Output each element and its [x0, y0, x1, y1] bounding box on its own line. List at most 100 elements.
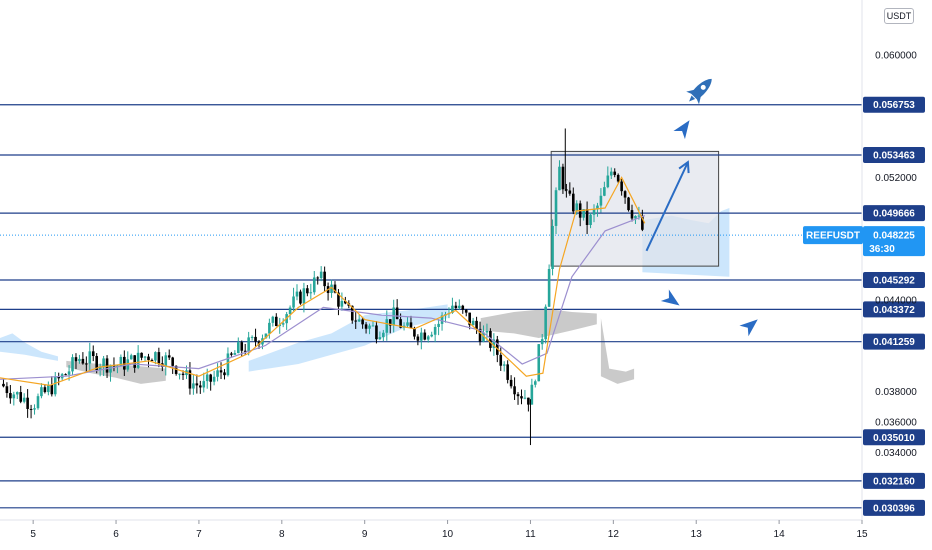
candle-body-49	[171, 357, 174, 366]
cloud-blue-1	[248, 304, 448, 372]
candle-body-122	[423, 332, 427, 340]
level-tag-4	[863, 301, 925, 318]
candle-body-149	[516, 394, 520, 397]
x-tick-label-10: 15	[856, 529, 868, 540]
candle-body-3	[12, 394, 16, 399]
candle-body-76	[264, 333, 268, 339]
currency-badge[interactable]: USDT	[884, 8, 914, 24]
price-axis[interactable]: 0.056753 0.053463 0.049666 0.045292 0.043372…	[803, 0, 925, 520]
moving-average-layer	[0, 176, 646, 387]
candle-body-181	[627, 197, 630, 211]
rocket-window	[700, 84, 706, 90]
candle-body-26	[91, 351, 95, 357]
y-tick-label-0: 0.060000	[875, 51, 917, 62]
candle-body-123	[426, 336, 430, 340]
candle-body-169	[585, 209, 589, 225]
candle-body-14	[50, 384, 54, 395]
candle-body-19	[67, 371, 71, 375]
countdown-text: 36:30	[869, 244, 895, 255]
candle-body-103	[357, 319, 361, 322]
candle-body-113	[392, 307, 396, 326]
candle-body-158	[547, 269, 551, 307]
candle-body-60	[209, 374, 212, 382]
candle-body-39	[136, 352, 140, 368]
candle-body-177	[613, 171, 617, 175]
candle-body-23	[81, 358, 85, 364]
candle-body-57	[199, 385, 202, 388]
candle-body-147	[509, 379, 513, 387]
candle-body-89	[309, 292, 313, 294]
candlestick-layer	[2, 128, 644, 446]
candle-body-151	[523, 397, 527, 399]
candle-body-133	[461, 305, 465, 310]
time-axis[interactable]: 5 6 7 8 9 10 11 12 13 14 15	[0, 519, 868, 540]
candle-body-164	[568, 190, 572, 194]
candle-body-120	[416, 336, 420, 341]
x-tick-label-4: 9	[362, 529, 368, 540]
candle-body-67	[233, 353, 237, 355]
candle-body-5	[19, 392, 23, 402]
candle-body-52	[181, 373, 185, 376]
candle-body-152	[527, 397, 530, 405]
candle-body-96	[333, 284, 337, 293]
x-tick-label-2: 7	[196, 529, 202, 540]
level-tag-3	[863, 272, 925, 289]
candle-body-130	[451, 305, 454, 313]
current-price-tag	[863, 226, 925, 257]
candle-body-29	[102, 358, 105, 368]
x-tick-label-8: 13	[691, 529, 703, 540]
symbol-tag-text: REEFUSDT	[806, 231, 860, 242]
candle-body-118	[409, 322, 413, 328]
candle-body-126	[437, 323, 440, 327]
candle-body-69	[240, 342, 244, 351]
candle-body-142	[492, 339, 496, 348]
candle-body-121	[420, 332, 423, 341]
candle-body-71	[247, 337, 250, 352]
candle-body-85	[295, 291, 299, 297]
candle-body-73	[254, 336, 257, 342]
candle-body-58	[202, 381, 206, 388]
candle-body-0	[2, 383, 5, 387]
x-tick-label-7: 12	[608, 529, 620, 540]
candle-body-2	[9, 393, 12, 399]
x-tick-label-3: 8	[279, 529, 285, 540]
candle-body-108	[375, 325, 378, 340]
candle-body-97	[337, 292, 340, 307]
candle-body-86	[299, 291, 302, 304]
candle-body-40	[140, 352, 143, 358]
candle-body-182	[630, 210, 634, 219]
candle-body-37	[129, 355, 133, 360]
candle-body-66	[230, 353, 233, 355]
candle-body-157	[544, 306, 547, 340]
candle-body-161	[558, 166, 561, 191]
candle-body-99	[344, 300, 347, 304]
candle-body-180	[623, 191, 627, 198]
candle-body-119	[413, 327, 416, 337]
pointer-arrow-icon-2	[739, 319, 758, 337]
x-tick-label-0: 5	[30, 529, 36, 540]
level-tag-text-2: 0.049666	[873, 209, 915, 220]
candle-body-102	[354, 320, 358, 322]
candle-body-93	[323, 271, 326, 287]
candle-body-109	[378, 337, 382, 340]
candle-body-115	[399, 319, 402, 328]
candle-body-41	[143, 356, 147, 358]
candle-body-185	[641, 215, 644, 230]
x-tick-label-5: 10	[442, 529, 454, 540]
candle-body-136	[471, 320, 475, 326]
candle-body-43	[150, 360, 154, 362]
candle-body-140	[485, 330, 489, 333]
candle-body-15	[53, 376, 57, 395]
symbol-tag	[803, 226, 863, 245]
level-tag-1	[863, 147, 925, 164]
level-tag-5	[863, 333, 925, 350]
ma-fast-line	[0, 176, 646, 387]
candle-body-155	[537, 344, 541, 382]
candle-body-21	[74, 357, 78, 362]
candle-body-178	[616, 174, 620, 182]
candle-body-47	[164, 355, 168, 367]
level-tag-2	[863, 205, 925, 222]
candle-body-170	[589, 214, 592, 225]
candle-body-77	[268, 322, 271, 334]
